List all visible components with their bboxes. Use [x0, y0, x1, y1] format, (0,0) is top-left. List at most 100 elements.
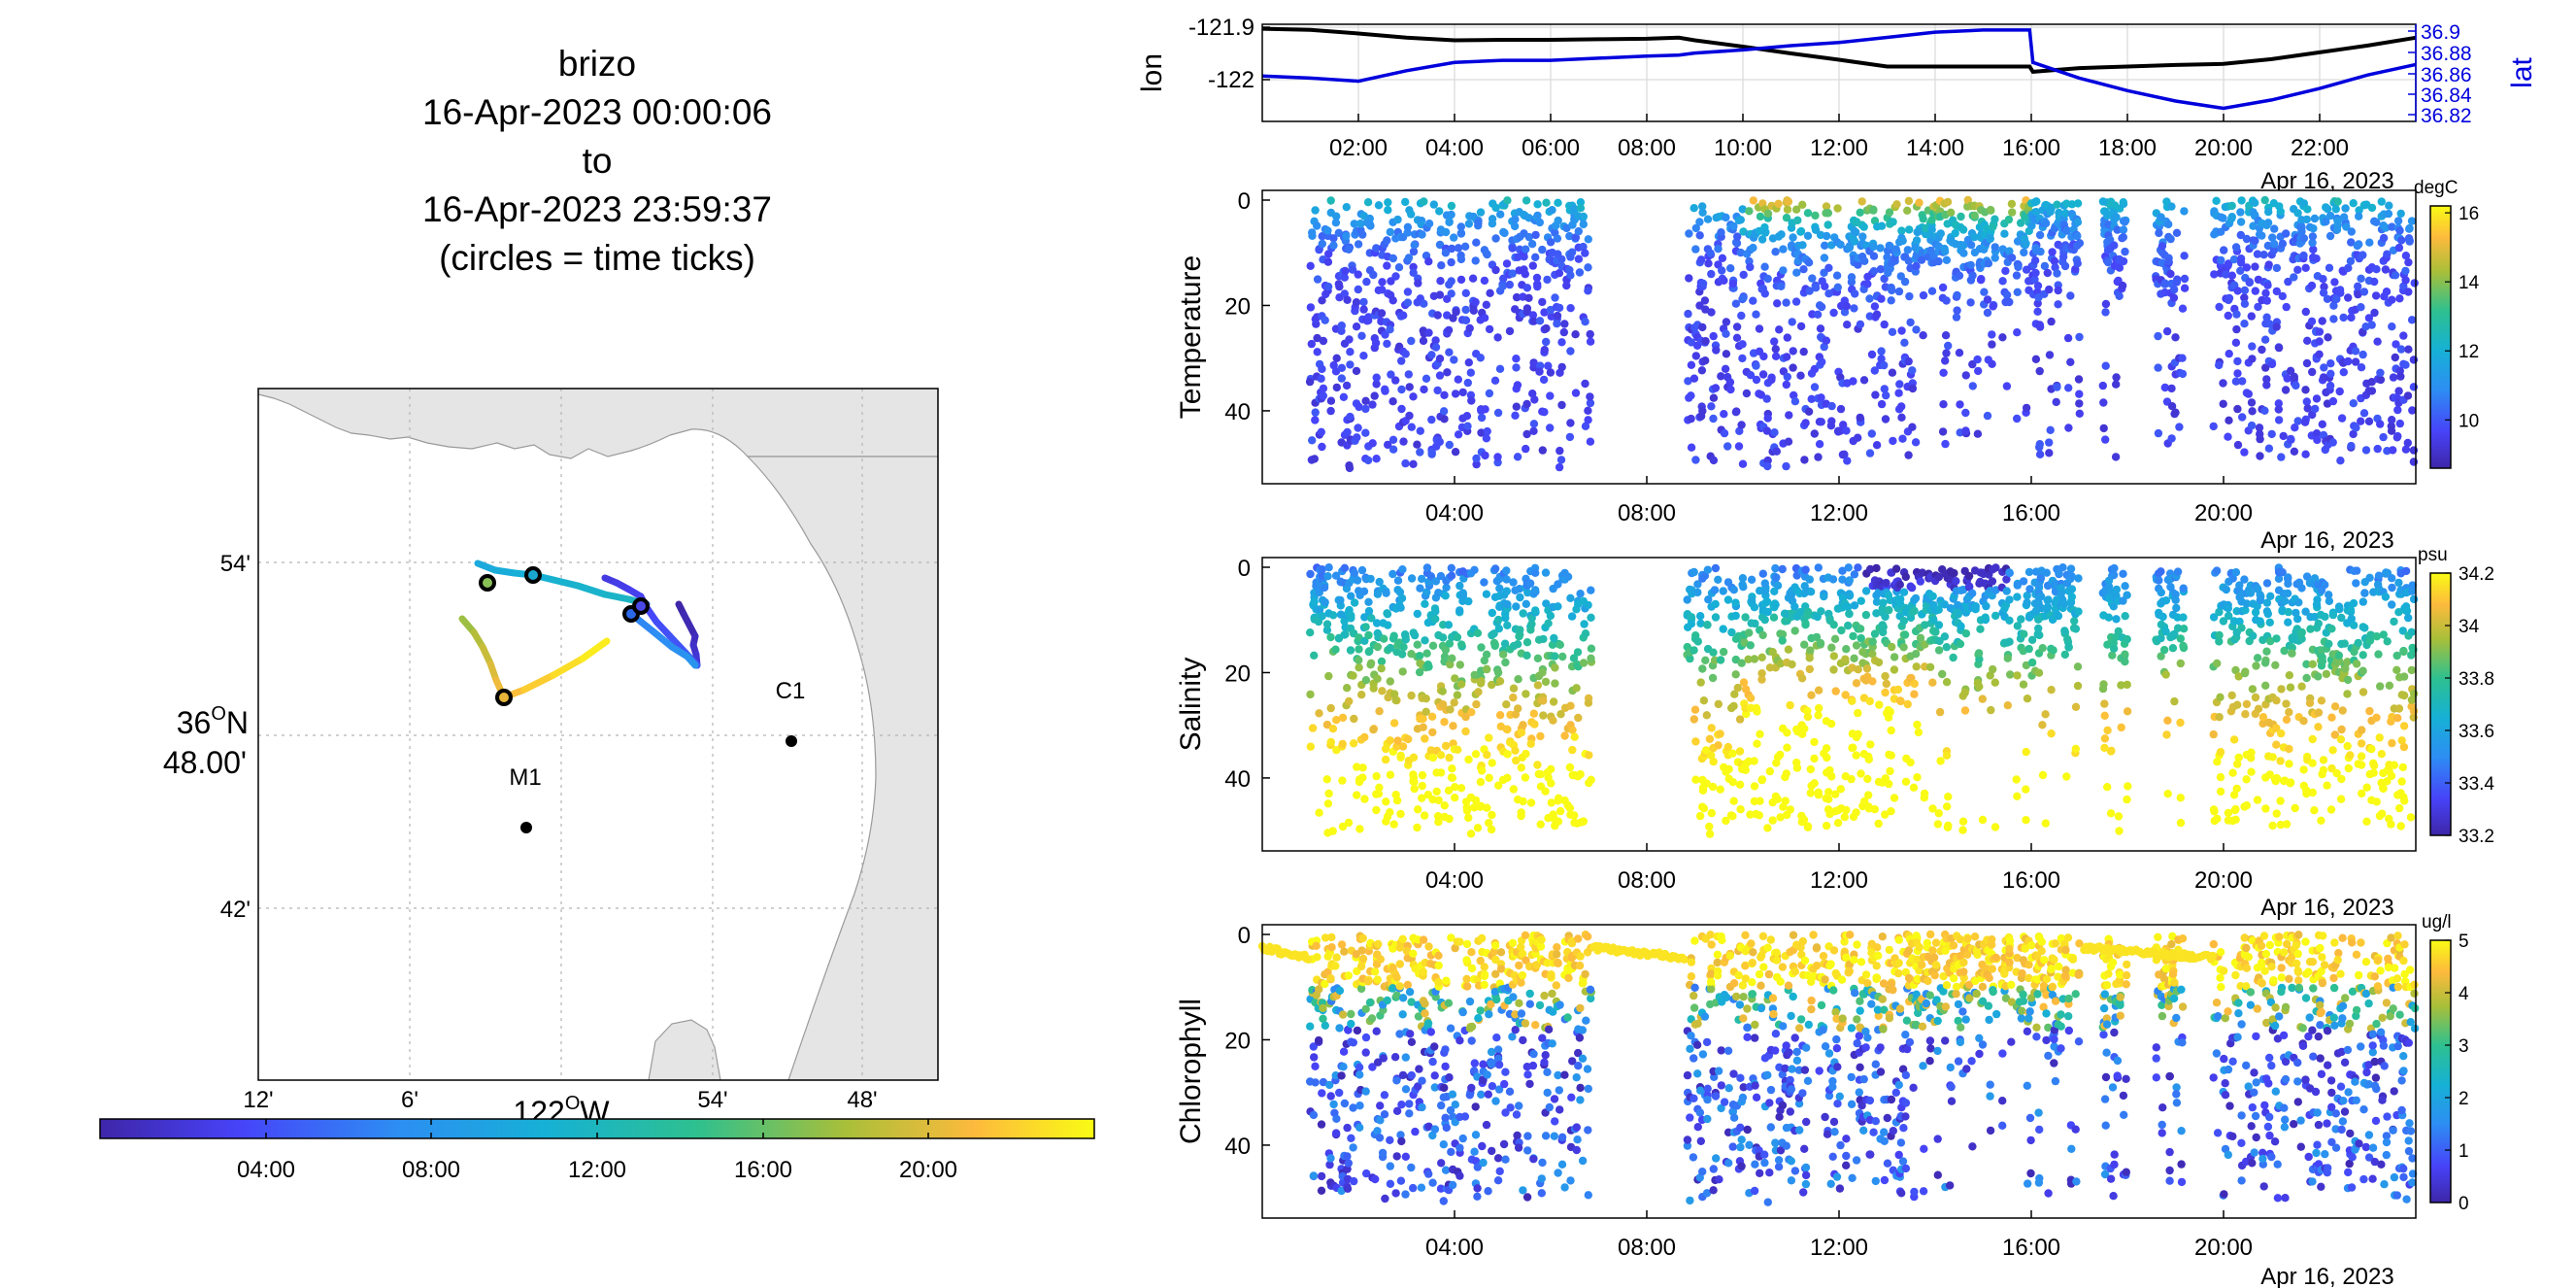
salinity-point	[1539, 711, 1548, 720]
salinity-point	[2064, 643, 2073, 652]
salinity-point	[2359, 651, 2367, 660]
temperature-point	[1331, 219, 1341, 227]
salinity-point	[1422, 649, 1431, 658]
temperature-point	[1372, 380, 1381, 389]
chlorophyll-point	[1501, 1155, 1510, 1164]
temperature-point	[1500, 228, 1509, 238]
salinity-point	[2372, 797, 2381, 806]
temperature-point	[1717, 372, 1725, 381]
temperature-point	[2240, 448, 2249, 457]
salinity-point	[1470, 670, 1479, 680]
temperature-point	[2104, 258, 2113, 267]
salinity-point	[2155, 576, 2163, 585]
salinity-point	[2038, 721, 2047, 729]
station-c1-marker	[786, 735, 797, 747]
temperature-point	[1403, 298, 1413, 307]
salinity-point	[1396, 751, 1405, 761]
salinity-point	[1584, 600, 1592, 610]
salinity-point	[2328, 610, 2338, 620]
temperature-point	[2224, 259, 2233, 268]
time-tick-circles	[479, 566, 650, 706]
salinity-point	[1911, 593, 1921, 603]
chlorophyll-point	[1405, 1100, 1414, 1108]
salinity-point	[2249, 631, 2258, 640]
salinity-point	[2241, 667, 2250, 676]
temperature-point	[1685, 274, 1693, 283]
salinity-point	[2176, 818, 2186, 828]
salinity-point	[1355, 663, 1363, 672]
salinity-point	[1322, 775, 1332, 784]
temperature-point	[2060, 261, 2070, 271]
salinity-point	[2262, 579, 2272, 588]
temperature-point	[2395, 294, 2404, 303]
salinity-point	[1377, 664, 1386, 673]
salinity-point	[1842, 645, 1851, 654]
temperature-point	[1793, 216, 1802, 224]
temperature-point	[2291, 424, 2299, 432]
temperature-point	[1482, 300, 1491, 309]
salinity-point	[2299, 717, 2308, 726]
temperature-point	[2355, 206, 2363, 215]
salinity-point	[1854, 729, 1862, 738]
lon-lat-xtick: 04:00	[1425, 135, 1484, 161]
temperature-point	[2167, 402, 2177, 411]
salinity-point	[2216, 693, 2225, 701]
salinity-point	[1719, 625, 1727, 633]
temperature-point	[1822, 336, 1831, 345]
temperature-point	[2287, 434, 2295, 444]
temperature-point	[1736, 248, 1746, 257]
chlorophyll-point	[1380, 1091, 1389, 1100]
salinity-point	[1792, 763, 1802, 772]
temperature-point	[1720, 276, 1728, 285]
salinity-point	[2247, 767, 2256, 776]
temperature-point	[2099, 424, 2108, 433]
track-segment	[680, 610, 699, 640]
salinity-point	[1357, 565, 1367, 575]
temperature-point	[1897, 413, 1906, 422]
salinity-point	[2041, 819, 2050, 828]
temperature-point	[1756, 212, 1765, 221]
salinity-point	[1949, 653, 1957, 662]
salinity-point	[1689, 646, 1698, 655]
salinity-ytick: 20	[1224, 661, 1251, 687]
temperature-point	[2022, 239, 2030, 248]
chlorophyll-point	[1350, 1176, 1358, 1186]
temperature-point	[2164, 256, 2173, 266]
temperature-point	[2113, 225, 2122, 234]
salinity-point	[2349, 598, 2359, 608]
temperature-point	[1771, 248, 1780, 256]
temperature-point	[2330, 278, 2339, 287]
temperature-point	[2073, 199, 2083, 208]
temperature-point	[1709, 456, 1719, 465]
temperature-point	[1533, 200, 1542, 209]
temperature-point	[1880, 360, 1889, 370]
salinity-point	[1400, 630, 1410, 639]
chlorophyll-point	[1460, 1112, 1470, 1121]
salinity-point	[1944, 821, 1953, 830]
salinity-point	[1373, 590, 1383, 598]
chlorophyll-point	[1337, 940, 1347, 949]
track-segment	[550, 655, 586, 679]
temperature-point	[1876, 265, 1886, 274]
salinity-point	[1361, 676, 1371, 685]
chlorophyll-point	[1397, 1101, 1406, 1109]
chlorophyll-point	[1355, 1070, 1364, 1079]
temperature-point	[1586, 437, 1595, 446]
salinity-point	[1707, 724, 1716, 732]
temperature-point	[1701, 356, 1710, 365]
salinity-point	[1495, 584, 1504, 593]
temperature-point	[1790, 397, 1800, 406]
temperature-point	[1689, 374, 1699, 383]
temperature-point	[1877, 347, 1886, 356]
salinity-point	[1864, 791, 1873, 799]
salinity-point	[1453, 691, 1462, 699]
chlorophyll-point	[1349, 1143, 1357, 1152]
salinity-point	[1526, 739, 1535, 748]
salinity-point	[2216, 772, 2225, 782]
vehicle-track	[458, 559, 701, 701]
salinity-point	[1473, 628, 1483, 637]
temperature-point	[1403, 288, 1413, 296]
chlorophyll-point	[1500, 1079, 1509, 1089]
salinity-point	[2215, 713, 2224, 722]
temperature-point	[1332, 212, 1341, 220]
